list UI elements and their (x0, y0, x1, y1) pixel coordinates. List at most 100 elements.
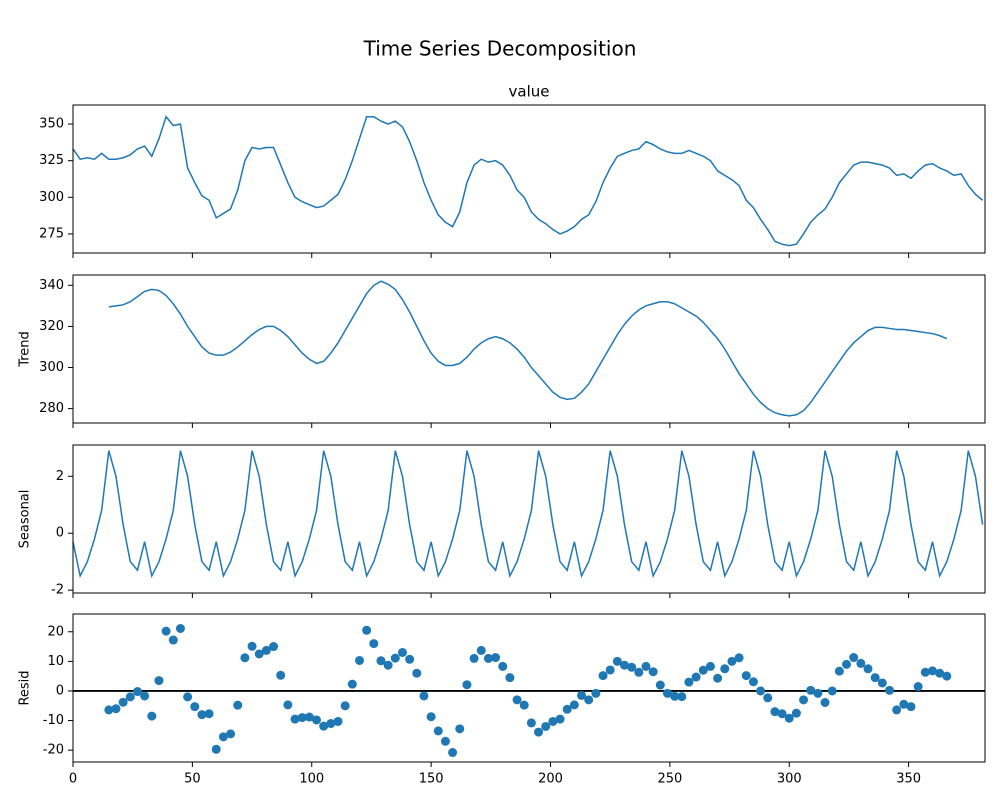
resid-point (799, 695, 809, 705)
resid-point (892, 705, 902, 715)
resid-point (154, 676, 164, 686)
resid-point (756, 686, 766, 696)
resid-point (247, 641, 257, 651)
resid-point (634, 667, 644, 677)
resid-point (204, 709, 214, 719)
resid-point (584, 695, 594, 705)
resid-point (168, 635, 178, 645)
resid-point (226, 729, 236, 739)
resid-point (885, 685, 895, 695)
y-tick-label: 340 (39, 278, 64, 293)
resid-point (455, 724, 465, 734)
y-tick-label: 20 (47, 624, 64, 639)
resid-point (405, 654, 415, 664)
resid-point (347, 679, 357, 689)
y-axis-label: Seasonal (18, 490, 33, 549)
resid-point (555, 714, 565, 724)
series-line (72, 115, 984, 247)
y-tick-label: 10 (47, 654, 64, 669)
resid-point (770, 707, 780, 717)
resid-point (369, 639, 379, 649)
resid-point (269, 642, 279, 652)
y-tick-label: -10 (43, 713, 64, 728)
resid-point (927, 666, 937, 676)
y-tick-label: 300 (39, 190, 64, 205)
series-line (72, 450, 984, 579)
resid-point (161, 626, 171, 636)
resid-point (777, 709, 787, 719)
resid-point (791, 708, 801, 718)
resid-point (662, 688, 672, 698)
resid-point (763, 693, 773, 703)
resid-point (720, 664, 730, 674)
resid-point (655, 680, 665, 690)
resid-point (935, 668, 945, 678)
resid-point (541, 721, 551, 731)
resid-point (741, 671, 751, 681)
y-tick-label: 280 (39, 401, 64, 416)
panel-frame (72, 613, 986, 763)
resid-point (713, 673, 723, 683)
resid-point (491, 653, 501, 663)
resid-point (863, 664, 873, 674)
resid-point (190, 702, 200, 712)
resid-point (283, 700, 293, 710)
x-tick-label: 350 (896, 772, 921, 787)
resid-point (419, 691, 429, 701)
resid-point (842, 659, 852, 669)
x-tick-label: 200 (538, 772, 563, 787)
resid-point (125, 692, 135, 702)
panel-title: value (509, 83, 550, 101)
resid-point (175, 624, 185, 634)
resid-point (498, 661, 508, 671)
resid-point (627, 662, 637, 672)
resid-point (806, 685, 816, 695)
resid-point (383, 660, 393, 670)
resid-point (111, 704, 121, 714)
resid-point (605, 665, 615, 675)
panel-frame (72, 104, 986, 254)
resid-point (899, 699, 909, 709)
resid-point (526, 718, 536, 728)
x-tick-label: 100 (299, 772, 324, 787)
resid-point (290, 714, 300, 724)
resid-point (333, 716, 343, 726)
series-line (108, 280, 948, 417)
resid-point (534, 727, 544, 737)
resid-point (519, 700, 529, 710)
resid-point (469, 653, 479, 663)
resid-point (276, 670, 286, 680)
resid-point (104, 705, 114, 715)
resid-point (183, 692, 193, 702)
x-tick-label: 0 (69, 772, 77, 787)
resid-point (512, 695, 522, 705)
resid-point (319, 721, 329, 731)
resid-point (698, 665, 708, 675)
resid-point (612, 656, 622, 666)
y-tick-label: -2 (51, 583, 64, 598)
resid-point (727, 656, 737, 666)
panel-frame (72, 444, 986, 594)
resid-point (877, 678, 887, 688)
resid-point (440, 736, 450, 746)
y-axis-label: Resid (18, 670, 33, 705)
resid-point (397, 647, 407, 657)
resid-point (942, 671, 952, 681)
resid-point (562, 704, 572, 714)
y-axis-label: Trend (18, 331, 33, 368)
resid-point (591, 688, 601, 698)
resid-point (834, 666, 844, 676)
resid-point (297, 713, 307, 723)
resid-point (147, 711, 157, 721)
resid-point (548, 716, 558, 726)
resid-point (691, 672, 701, 682)
resid-point (304, 712, 314, 722)
resid-point (254, 649, 264, 659)
resid-point (240, 653, 250, 663)
y-tick-label: 0 (56, 683, 64, 698)
resid-point (734, 653, 744, 663)
resid-point (483, 653, 493, 663)
resid-point (748, 677, 758, 687)
